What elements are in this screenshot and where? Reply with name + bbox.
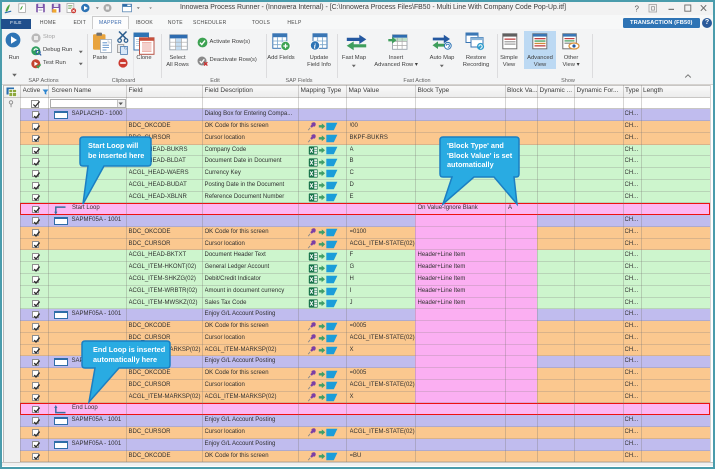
svg-text:i: i (314, 41, 317, 50)
svg-text:?: ? (635, 5, 640, 14)
